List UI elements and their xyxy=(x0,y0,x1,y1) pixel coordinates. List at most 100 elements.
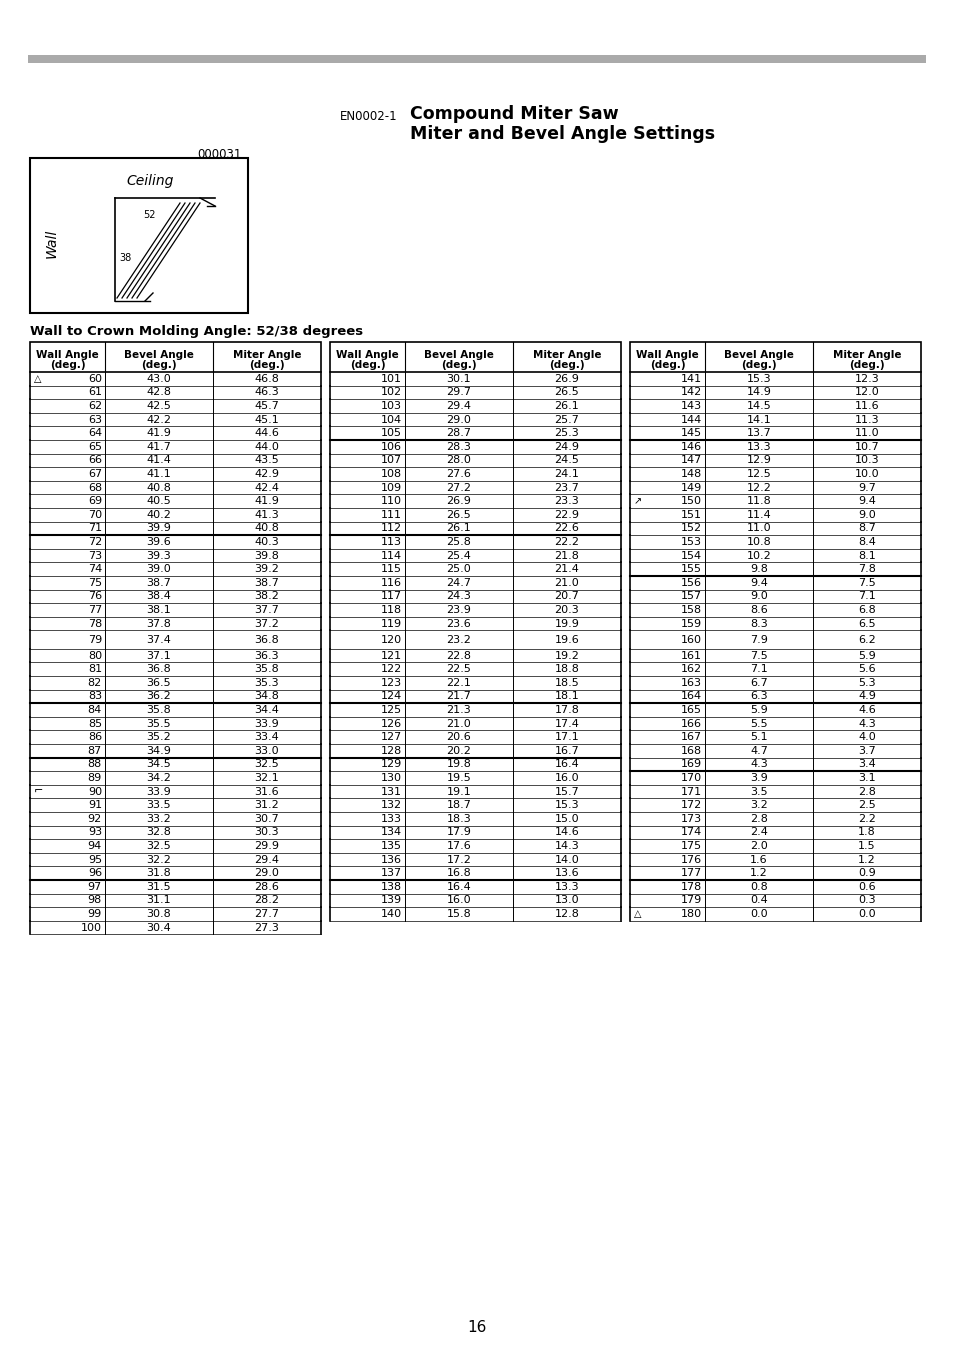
Text: 163: 163 xyxy=(680,677,701,688)
Text: 18.1: 18.1 xyxy=(554,691,578,702)
Text: 73: 73 xyxy=(88,550,102,561)
Text: 25.7: 25.7 xyxy=(554,415,578,425)
Bar xyxy=(330,342,620,372)
Text: 2.8: 2.8 xyxy=(749,814,767,823)
Text: 133: 133 xyxy=(380,814,401,823)
Text: 19.5: 19.5 xyxy=(446,773,471,783)
Text: 7.5: 7.5 xyxy=(749,650,767,661)
Text: 116: 116 xyxy=(380,577,401,588)
Text: 94: 94 xyxy=(88,841,102,850)
Text: 34.8: 34.8 xyxy=(254,691,279,702)
Text: 3.7: 3.7 xyxy=(858,746,875,756)
Text: 45.7: 45.7 xyxy=(254,402,279,411)
Text: 154: 154 xyxy=(680,550,701,561)
Text: 0.8: 0.8 xyxy=(749,882,767,892)
Text: 3.1: 3.1 xyxy=(858,773,875,783)
Text: 26.9: 26.9 xyxy=(554,373,578,384)
Text: 35.3: 35.3 xyxy=(254,677,279,688)
Text: 10.8: 10.8 xyxy=(746,537,771,548)
Text: 5.9: 5.9 xyxy=(858,650,875,661)
Text: 30.4: 30.4 xyxy=(147,922,172,933)
Text: 17.1: 17.1 xyxy=(554,733,578,742)
Text: 44.6: 44.6 xyxy=(254,429,279,438)
Text: (deg.): (deg.) xyxy=(141,360,176,370)
Text: 67: 67 xyxy=(88,469,102,479)
Text: 136: 136 xyxy=(380,854,401,864)
Text: 137: 137 xyxy=(380,868,401,879)
Text: 6.7: 6.7 xyxy=(749,677,767,688)
Text: 29.0: 29.0 xyxy=(446,415,471,425)
Text: 26.1: 26.1 xyxy=(446,523,471,534)
Text: 11.8: 11.8 xyxy=(746,496,771,506)
Text: 18.8: 18.8 xyxy=(554,664,578,675)
Text: 151: 151 xyxy=(680,510,701,519)
Text: 5.5: 5.5 xyxy=(749,718,767,729)
Text: 38.4: 38.4 xyxy=(147,591,172,602)
Text: 33.9: 33.9 xyxy=(147,787,172,796)
Text: 16: 16 xyxy=(467,1320,486,1334)
Text: 22.5: 22.5 xyxy=(446,664,471,675)
Text: 13.7: 13.7 xyxy=(746,429,771,438)
Text: 61: 61 xyxy=(88,388,102,397)
Text: 5.9: 5.9 xyxy=(749,704,767,715)
Text: 164: 164 xyxy=(680,691,701,702)
Text: 0.4: 0.4 xyxy=(749,895,767,906)
Text: Wall to Crown Molding Angle: 52/38 degrees: Wall to Crown Molding Angle: 52/38 degre… xyxy=(30,324,363,338)
Text: 117: 117 xyxy=(380,591,401,602)
Text: 9.4: 9.4 xyxy=(857,496,875,506)
Text: 12.2: 12.2 xyxy=(746,483,771,492)
Text: 8.3: 8.3 xyxy=(749,619,767,629)
Text: 39.0: 39.0 xyxy=(147,564,172,575)
Text: 13.0: 13.0 xyxy=(554,895,578,906)
Text: 39.2: 39.2 xyxy=(254,564,279,575)
Text: 16.4: 16.4 xyxy=(554,760,578,769)
Text: 0.0: 0.0 xyxy=(858,909,875,919)
Text: 130: 130 xyxy=(380,773,401,783)
Text: 6.3: 6.3 xyxy=(749,691,767,702)
Text: 2.4: 2.4 xyxy=(749,827,767,837)
Text: 104: 104 xyxy=(380,415,401,425)
Text: 27.2: 27.2 xyxy=(446,483,471,492)
Text: 34.4: 34.4 xyxy=(254,704,279,715)
Text: 6.8: 6.8 xyxy=(858,604,875,615)
Text: 149: 149 xyxy=(680,483,701,492)
Text: 30.7: 30.7 xyxy=(254,814,279,823)
Text: 27.6: 27.6 xyxy=(446,469,471,479)
Text: 31.8: 31.8 xyxy=(147,868,172,879)
Text: 15.3: 15.3 xyxy=(746,373,771,384)
Text: 45.1: 45.1 xyxy=(254,415,279,425)
Text: 28.0: 28.0 xyxy=(446,456,471,465)
Text: 35.2: 35.2 xyxy=(147,733,172,742)
Text: (deg.): (deg.) xyxy=(440,360,476,370)
Text: 9.4: 9.4 xyxy=(749,577,767,588)
Text: ↗: ↗ xyxy=(634,496,641,506)
Text: 166: 166 xyxy=(680,718,701,729)
Text: 105: 105 xyxy=(380,429,401,438)
Text: 9.8: 9.8 xyxy=(749,564,767,575)
Text: 27.3: 27.3 xyxy=(254,922,279,933)
Text: 30.3: 30.3 xyxy=(254,827,279,837)
Text: 4.0: 4.0 xyxy=(858,733,875,742)
Text: 42.9: 42.9 xyxy=(254,469,279,479)
Text: 15.7: 15.7 xyxy=(554,787,578,796)
Text: 21.0: 21.0 xyxy=(554,577,578,588)
Text: 37.7: 37.7 xyxy=(254,604,279,615)
Text: 165: 165 xyxy=(680,704,701,715)
Text: 108: 108 xyxy=(380,469,401,479)
Text: 17.9: 17.9 xyxy=(446,827,471,837)
Text: 113: 113 xyxy=(380,537,401,548)
Text: 12.8: 12.8 xyxy=(554,909,578,919)
Text: 23.3: 23.3 xyxy=(554,496,578,506)
Text: 8.7: 8.7 xyxy=(857,523,875,534)
Text: 119: 119 xyxy=(380,619,401,629)
Text: 19.6: 19.6 xyxy=(554,634,578,645)
Text: 42.5: 42.5 xyxy=(147,402,172,411)
Text: 6.2: 6.2 xyxy=(858,634,875,645)
Text: 24.3: 24.3 xyxy=(446,591,471,602)
Text: 11.3: 11.3 xyxy=(854,415,879,425)
Text: 44.0: 44.0 xyxy=(254,442,279,452)
Text: 72: 72 xyxy=(88,537,102,548)
Text: 168: 168 xyxy=(680,746,701,756)
Text: 21.4: 21.4 xyxy=(554,564,578,575)
Text: 20.6: 20.6 xyxy=(446,733,471,742)
